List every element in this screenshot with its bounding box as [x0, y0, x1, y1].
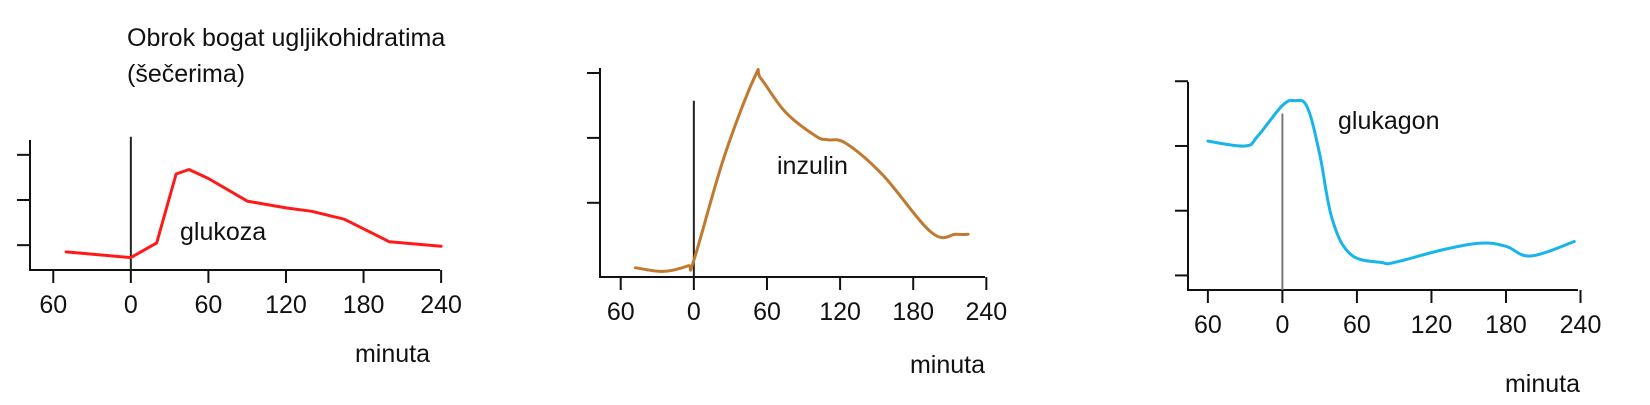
x-axis-unit-label: minuta	[355, 340, 430, 368]
x-tick-label: 60	[753, 298, 781, 326]
x-tick-label: 120	[1411, 311, 1453, 339]
x-axis-unit-label: minuta	[910, 351, 985, 379]
x-tick-label: 0	[687, 298, 701, 326]
x-tick-label: 240	[965, 298, 1007, 326]
x-tick-label: 0	[1275, 311, 1289, 339]
series-line-glukoza	[64, 168, 443, 260]
series-label: inzulin	[777, 152, 848, 180]
x-tick-label: 60	[607, 298, 635, 326]
meal-annotation-line1: Obrok bogat ugljikohidratima	[127, 24, 445, 52]
x-tick-label: 0	[124, 291, 138, 319]
glucose-chart: 60 0 60 120 180 240 glukoza minuta	[17, 136, 462, 368]
series-line-inzulin	[633, 67, 970, 273]
x-tick-label: 60	[39, 291, 67, 319]
insulin-chart: 60 0 60 120 180 240 inzulin minuta	[587, 67, 1007, 379]
x-tick-label: 60	[1343, 311, 1371, 339]
x-tick-label: 120	[819, 298, 861, 326]
axes	[29, 140, 440, 271]
series-line-glukagon	[1206, 98, 1576, 266]
x-tick-label: 120	[265, 291, 307, 319]
meal-annotation-line2: (šečerima)	[127, 60, 245, 88]
x-tick-label: 60	[1194, 311, 1222, 339]
x-tick-label: 180	[1485, 311, 1527, 339]
glucagon-chart: 60 0 60 120 180 240 glukagon minuta	[1175, 80, 1602, 398]
x-tick-label: 180	[343, 291, 385, 319]
x-tick-label: 60	[195, 291, 223, 319]
x-tick-label: 180	[892, 298, 934, 326]
x-tick-label: 240	[1560, 311, 1602, 339]
x-tick-label: 240	[420, 291, 462, 319]
series-label: glukoza	[180, 218, 266, 246]
x-axis-unit-label: minuta	[1505, 370, 1580, 398]
axes	[1187, 82, 1578, 291]
series-label: glukagon	[1338, 107, 1439, 135]
